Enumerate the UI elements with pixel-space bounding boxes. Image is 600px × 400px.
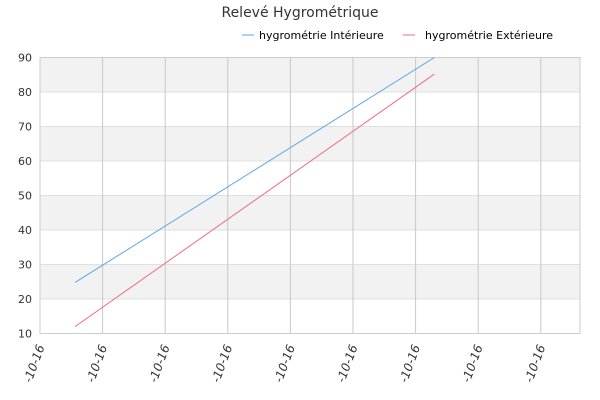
x-tick-label: -10-16 xyxy=(397,342,424,384)
y-axis-ticks: 10 20 30 40 50 60 70 80 90 xyxy=(18,52,32,341)
x-tick-label: -10-16 xyxy=(334,342,361,384)
y-tick-label: 10 xyxy=(18,328,32,341)
x-axis-ticks: -10-16 -10-16 -10-16 -10-16 -10-16 -10-16 -10-… xyxy=(21,342,548,384)
vertical-grid xyxy=(102,57,542,334)
plot-band xyxy=(40,195,580,230)
plot-background-bands xyxy=(40,57,580,334)
chart-title: Relevé Hygrométrique xyxy=(221,5,378,21)
plot-band xyxy=(40,264,580,299)
legend: hygrométrie Intérieure hygrométrie Extér… xyxy=(242,29,553,42)
x-tick-label: -10-16 xyxy=(21,342,48,384)
x-tick-label: -10-16 xyxy=(522,342,549,384)
plot-frame xyxy=(39,57,581,334)
y-tick-label: 40 xyxy=(18,224,32,237)
y-tick-label: 50 xyxy=(18,190,32,203)
y-tick-label: 70 xyxy=(18,121,32,134)
plot-band xyxy=(40,161,580,196)
x-tick-label: -10-16 xyxy=(209,342,236,384)
x-tick-label: -10-16 xyxy=(271,342,298,384)
y-tick-label: 80 xyxy=(18,86,32,99)
series-lines xyxy=(74,57,435,328)
y-tick-label: 30 xyxy=(18,259,32,272)
series-line-2 xyxy=(74,73,435,328)
plot-band xyxy=(40,230,580,265)
plot-band xyxy=(40,126,580,161)
x-tick-label: -10-16 xyxy=(146,342,173,384)
y-tick-label: 20 xyxy=(18,293,32,306)
x-tick-label: -10-16 xyxy=(84,342,111,384)
y-tick-label: 90 xyxy=(18,52,32,65)
legend-label-interieure: hygrométrie Intérieure xyxy=(259,29,384,42)
plot-band xyxy=(40,299,580,334)
plot-border xyxy=(39,57,581,334)
legend-label-exterieure: hygrométrie Extérieure xyxy=(425,29,553,42)
x-tick-label: -10-16 xyxy=(459,342,486,384)
plot-band xyxy=(40,92,580,127)
series-line-1 xyxy=(74,57,435,283)
y-tick-label: 60 xyxy=(18,155,32,168)
plot-band xyxy=(40,57,580,92)
